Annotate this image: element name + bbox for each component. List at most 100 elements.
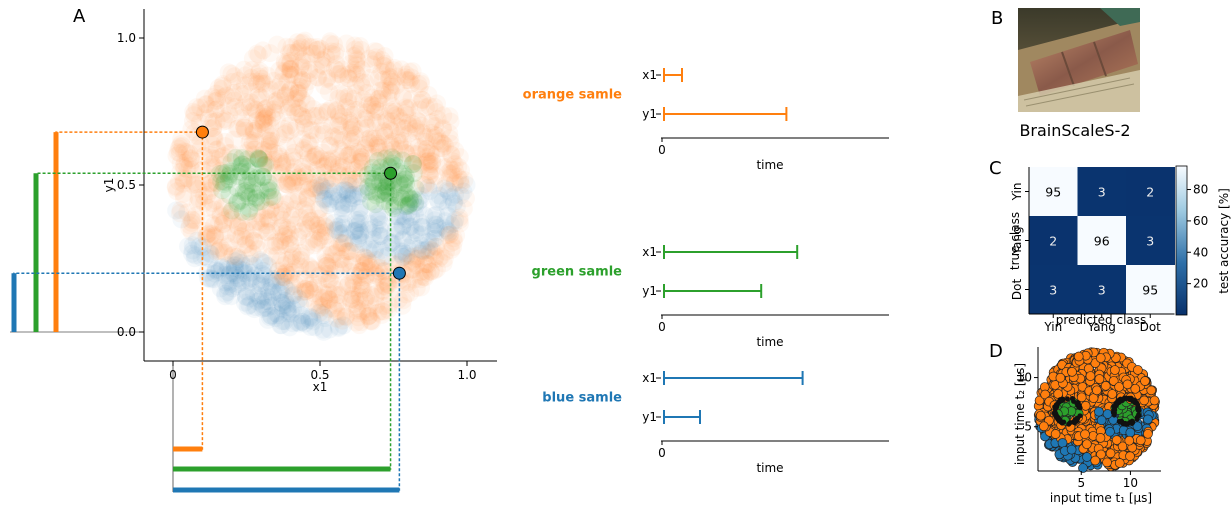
a-background-point <box>244 283 263 302</box>
a-background-point <box>351 177 370 196</box>
a-background-point <box>211 238 230 257</box>
a-background-point <box>349 100 368 119</box>
a-background-point <box>365 129 384 148</box>
a-background-point <box>166 177 185 196</box>
a-background-point <box>425 125 444 144</box>
a-background-point <box>195 193 214 212</box>
a-background-point <box>369 303 388 322</box>
a-background-point <box>340 145 359 164</box>
a-background-point <box>327 55 346 74</box>
a-background-point <box>444 238 463 257</box>
a-background-point <box>232 155 251 174</box>
a-timing-panel: x1 y1 0 time blue samle <box>542 371 889 475</box>
a-background-point <box>293 157 312 176</box>
d-point <box>1094 374 1105 384</box>
a-background-point <box>369 211 388 230</box>
a-background-point <box>315 216 334 235</box>
a-background-point <box>440 107 459 126</box>
a-background-point <box>276 125 295 144</box>
a-background-point <box>363 169 382 188</box>
a-background-point <box>255 74 274 93</box>
a-background-point <box>311 288 330 307</box>
a-background-point <box>243 244 262 263</box>
a-background-point <box>205 227 224 246</box>
a-background-point <box>328 129 347 148</box>
a-background-point <box>275 62 294 81</box>
a-background-point <box>251 88 270 107</box>
a-background-point <box>240 133 259 152</box>
a-background-point <box>273 155 292 174</box>
a-background-point <box>340 165 359 184</box>
a-background-point <box>334 316 353 335</box>
a-background-point <box>305 179 324 198</box>
a-background-point <box>424 206 443 225</box>
a-background-point <box>253 111 272 130</box>
a-background-point <box>303 215 322 234</box>
a-background-point <box>374 302 393 321</box>
d-point <box>1124 435 1135 446</box>
a-background-point <box>405 205 424 224</box>
a-background-point <box>332 166 351 185</box>
a-background-point <box>359 220 378 239</box>
a-background-point <box>433 120 452 139</box>
a-background-point <box>346 210 365 229</box>
a-sample-point <box>384 166 398 180</box>
a-background-point <box>354 184 373 203</box>
a-background-point <box>297 197 316 216</box>
a-background-point <box>251 181 270 200</box>
a-background-point <box>307 184 326 203</box>
a-background-point <box>264 283 283 302</box>
a-background-point <box>235 76 254 95</box>
a-background-point <box>331 117 350 136</box>
a-background-point <box>269 144 288 163</box>
a-background-point <box>185 172 204 191</box>
a-background-point <box>272 163 291 182</box>
a-background-point <box>256 121 275 140</box>
a-background-point <box>304 148 323 167</box>
a-background-point <box>361 239 380 258</box>
a-background-point <box>406 119 425 138</box>
a-background-point <box>366 97 385 116</box>
a-background-point <box>367 264 386 283</box>
a-background-point <box>240 272 259 291</box>
a-background-point <box>268 35 287 54</box>
d-error-point <box>1076 403 1082 409</box>
a-background-point <box>351 291 370 310</box>
a-background-point <box>250 61 269 80</box>
a-background-point <box>319 289 338 308</box>
a-background-point <box>350 199 369 218</box>
a-background-point <box>407 122 426 141</box>
a-background-point <box>329 89 348 108</box>
a-background-point <box>405 270 424 289</box>
a-background-point <box>370 227 389 246</box>
a-background-point <box>443 163 462 182</box>
a-background-point <box>441 215 460 234</box>
a-background-point <box>398 106 417 125</box>
a-background-point <box>269 261 288 280</box>
a-background-point <box>278 220 297 239</box>
a-background-point <box>305 318 324 337</box>
a-background-point <box>303 38 322 57</box>
a-background-point <box>319 179 338 198</box>
a-background-point <box>364 175 383 194</box>
a-background-point <box>210 165 229 184</box>
a-background-point <box>252 72 271 91</box>
a-background-point <box>234 85 253 104</box>
a-background-point <box>298 260 317 279</box>
a-background-point <box>418 140 437 159</box>
a-background-point <box>372 305 391 324</box>
a-background-point <box>320 320 339 339</box>
a-background-point <box>404 164 423 183</box>
a-background-point <box>284 300 303 319</box>
a-background-point <box>260 137 279 156</box>
a-background-point <box>216 137 235 156</box>
a-background-point <box>420 154 439 173</box>
a-background-point <box>259 292 278 311</box>
a-background-point <box>219 96 238 115</box>
a-background-point <box>268 173 287 192</box>
a-background-point <box>318 150 337 169</box>
a-background-point <box>400 98 419 117</box>
a-background-point <box>431 139 450 158</box>
a-background-point <box>183 244 202 263</box>
a-background-point <box>276 263 295 282</box>
